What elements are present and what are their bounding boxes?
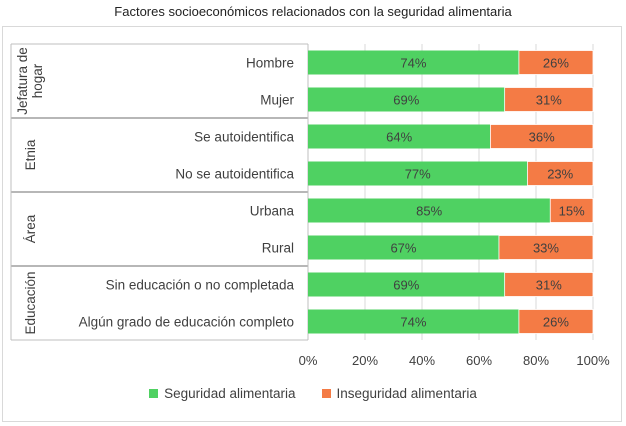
data-label: 69% [393, 93, 419, 108]
bar-segment [549, 198, 594, 223]
category-label: Rural [262, 241, 294, 256]
data-label: 77% [405, 167, 431, 182]
bar-segment [308, 309, 519, 334]
bar-segment [308, 161, 528, 186]
group-label-line: Educación [23, 271, 38, 334]
legend-label-seguridad: Seguridad alimentaria [164, 386, 296, 401]
x-tick-label: 100% [576, 353, 610, 368]
chart-frame [2, 26, 622, 422]
group-label-line: Área [23, 214, 38, 243]
bar-segment [518, 50, 594, 75]
category-label: No se autoidentifica [175, 167, 294, 182]
bar-segment [308, 235, 499, 260]
chart-title: Factores socioeconómicos relacionados co… [114, 4, 512, 19]
category-label: Algún grado de educación completo [79, 315, 294, 330]
bar-segment [308, 272, 505, 297]
group-label: Etnia [23, 139, 38, 170]
legend-swatch-inseguridad [321, 389, 331, 398]
group-label: Jefatura dehogar [15, 47, 45, 115]
legend-label-inseguridad: Inseguridad alimentaria [336, 386, 477, 401]
x-tick-label: 20% [352, 353, 378, 368]
legend: Seguridad alimentaria Inseguridad alimen… [0, 386, 626, 401]
data-label: 36% [529, 130, 555, 145]
legend-item-inseguridad: Inseguridad alimentaria [321, 386, 477, 401]
group-label-line: Jefatura de [15, 47, 30, 115]
bar-segment [308, 124, 491, 149]
data-label: 67% [390, 241, 416, 256]
bar-segment [527, 161, 594, 186]
bar-segment [308, 50, 519, 75]
legend-swatch-seguridad [149, 389, 159, 398]
group-label: Área [23, 214, 38, 243]
bar-segment [489, 124, 594, 149]
data-label: 23% [547, 167, 573, 182]
bar-segment [308, 87, 505, 112]
category-label: Se autoidentifica [194, 130, 294, 145]
bar-segment [518, 309, 594, 334]
data-label: 31% [536, 93, 562, 108]
category-label: Mujer [260, 93, 294, 108]
x-tick-label: 0% [299, 353, 318, 368]
data-label: 85% [416, 204, 442, 219]
group-label-line: hogar [30, 63, 45, 98]
data-label: 74% [400, 315, 426, 330]
data-label: 26% [543, 315, 569, 330]
data-label: 33% [533, 241, 559, 256]
bar-segment [498, 235, 594, 260]
category-label: Sin educación o no completada [106, 278, 295, 293]
group-label-line: Etnia [23, 139, 38, 170]
x-tick-label: 80% [523, 353, 549, 368]
x-tick-label: 40% [409, 353, 435, 368]
group-label: Educación [23, 271, 38, 334]
bar-segment [308, 198, 551, 223]
data-label: 74% [400, 56, 426, 71]
category-label: Urbana [250, 204, 295, 219]
data-label: 15% [559, 204, 585, 219]
bar-segment [504, 87, 594, 112]
category-label: Hombre [246, 56, 294, 71]
data-label: 64% [386, 130, 412, 145]
data-label: 69% [393, 278, 419, 293]
legend-item-seguridad: Seguridad alimentaria [149, 386, 296, 401]
data-label: 26% [543, 56, 569, 71]
x-tick-label: 60% [466, 353, 492, 368]
data-label: 31% [536, 278, 562, 293]
bar-segment [504, 272, 594, 297]
